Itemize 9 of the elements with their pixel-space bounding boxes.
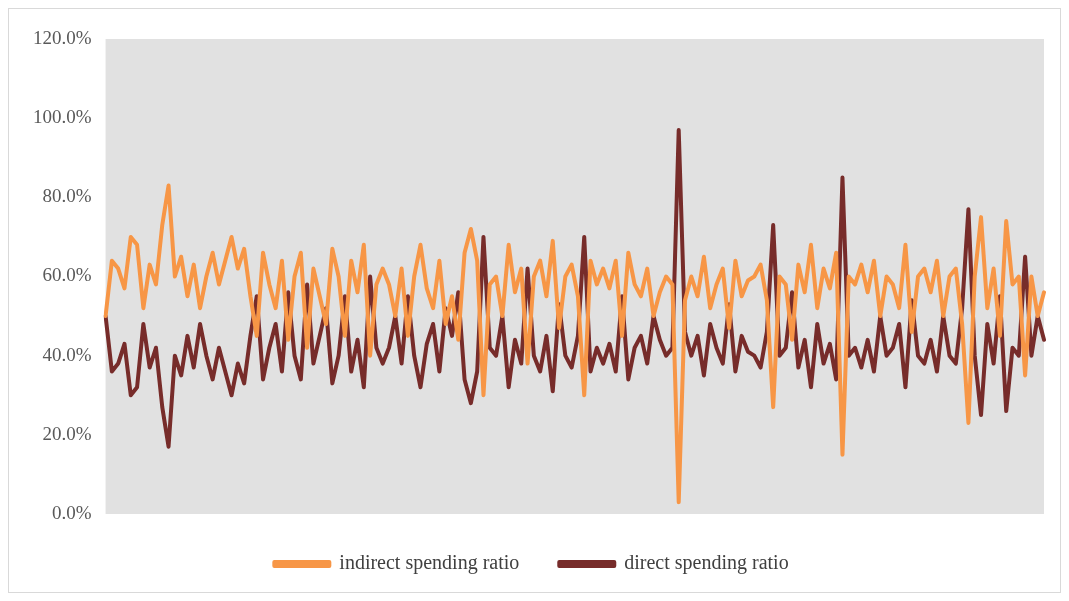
- legend-label: direct spending ratio: [624, 551, 789, 575]
- y-tick-label: 40.0%: [42, 343, 92, 365]
- y-tick-label: 20.0%: [42, 422, 92, 444]
- y-tick-label: 0.0%: [52, 501, 92, 523]
- legend-label: indirect spending ratio: [339, 551, 520, 575]
- y-tick-label: 80.0%: [42, 185, 92, 207]
- y-tick-label: 100.0%: [33, 106, 92, 128]
- y-tick-label: 120.0%: [33, 26, 92, 48]
- y-tick-label: 60.0%: [42, 264, 92, 286]
